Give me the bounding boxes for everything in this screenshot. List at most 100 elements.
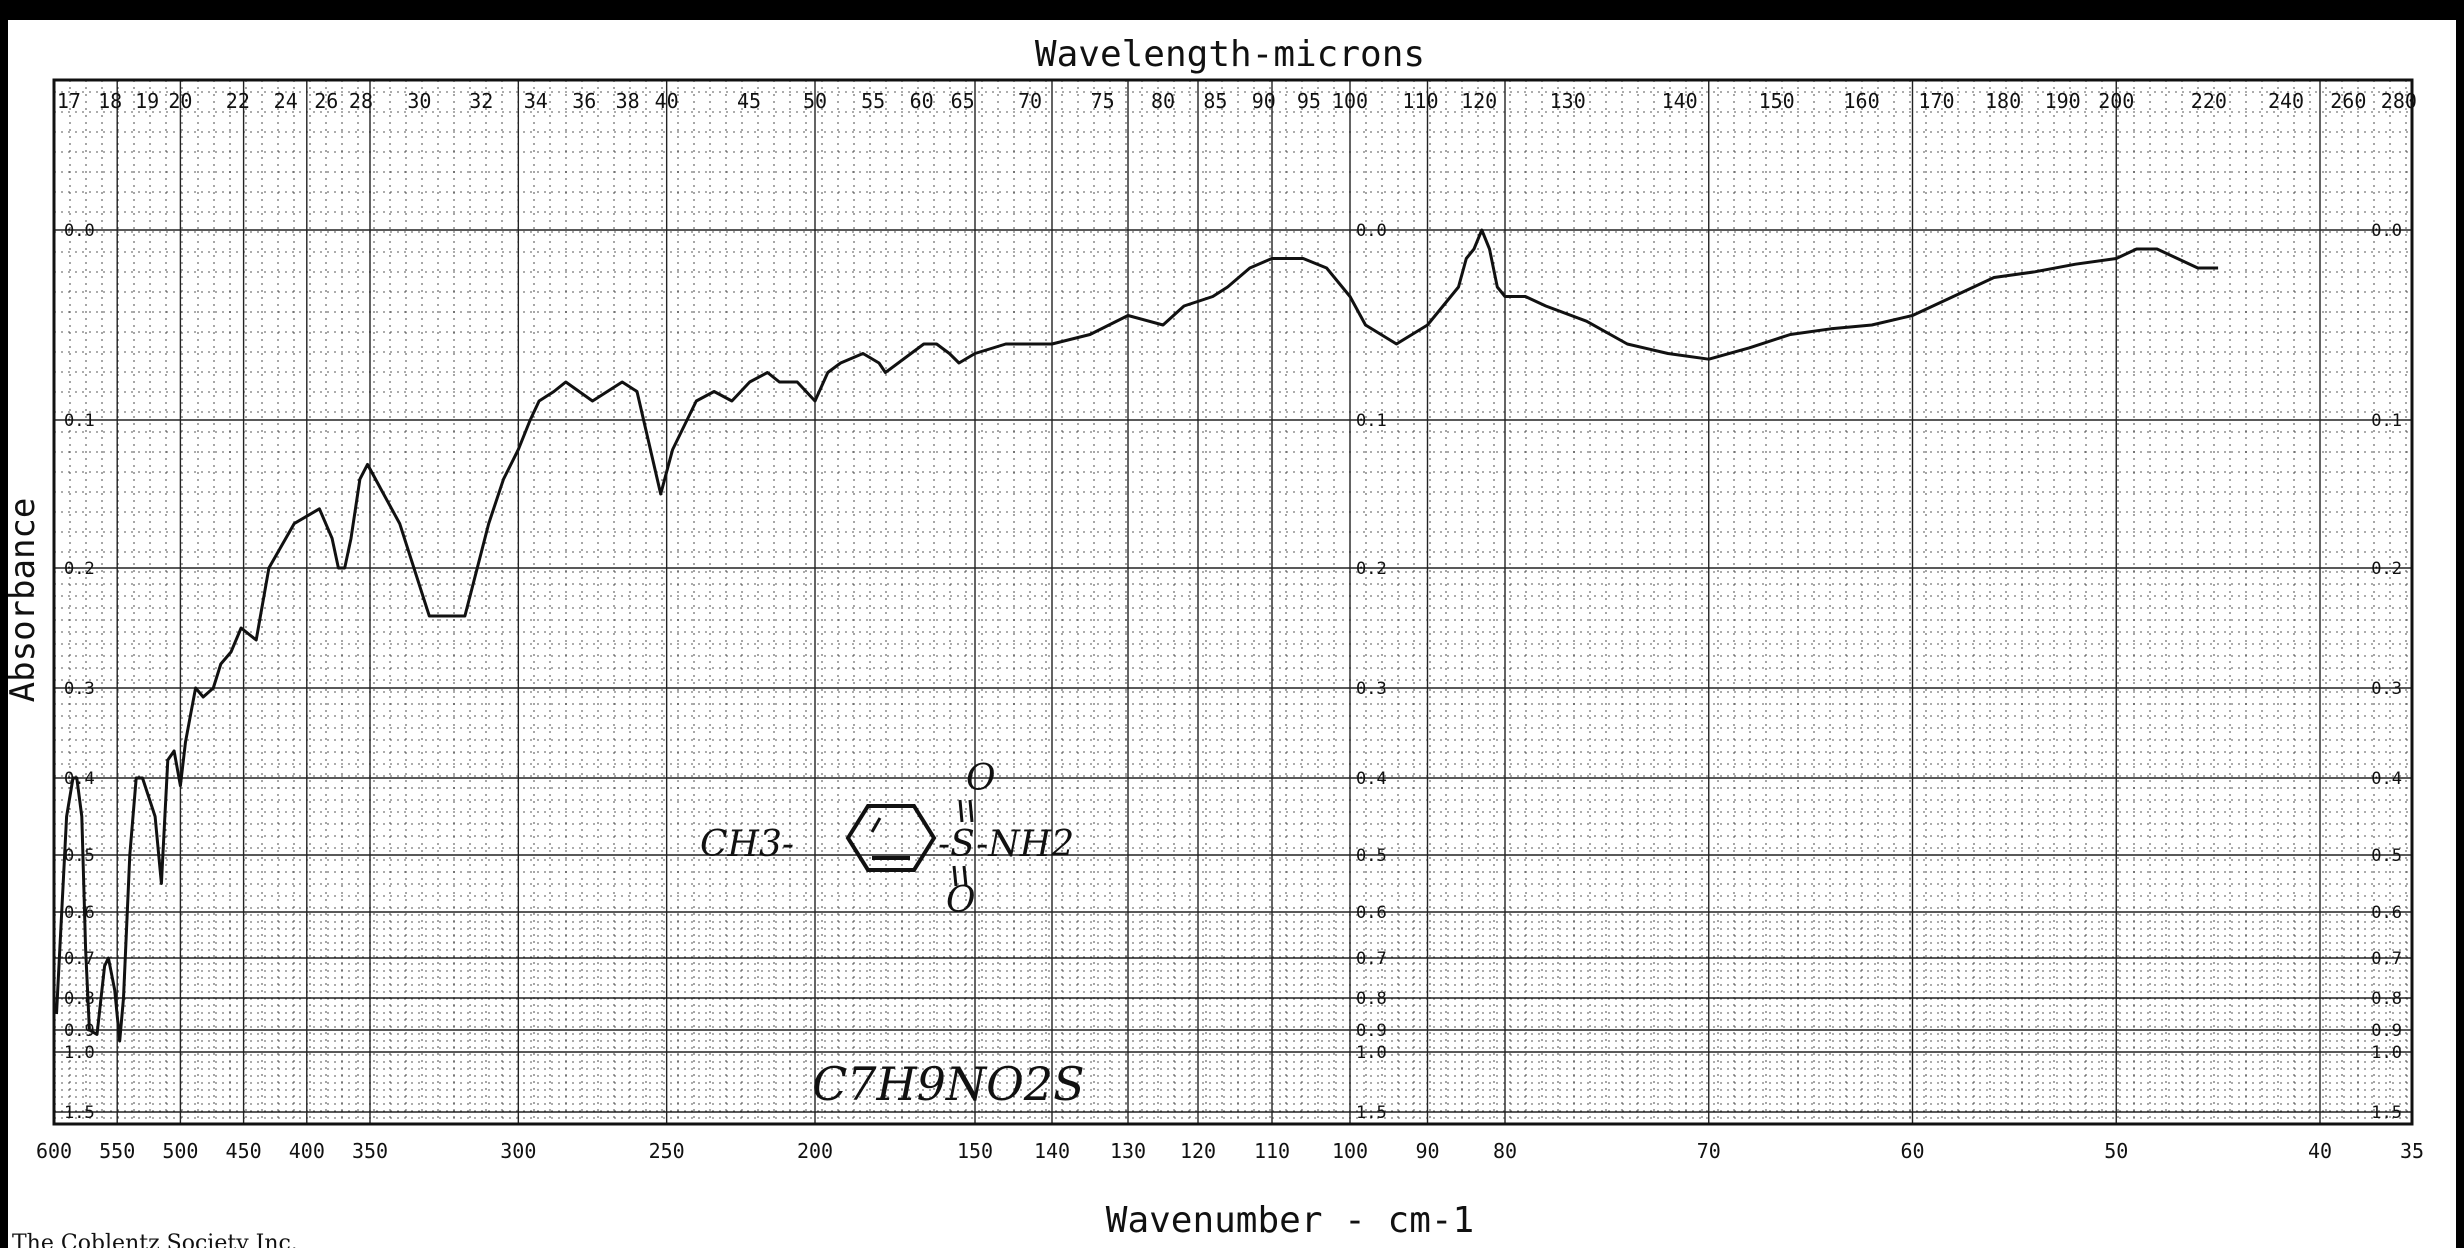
absorbance-tick-label: 0.5: [1356, 846, 1387, 866]
wavelength-tick-label: 180: [1985, 89, 2021, 113]
wavelength-tick-label: 34: [524, 89, 548, 113]
wavenumber-tick-label: 140: [1034, 1139, 1070, 1163]
structure-oxygen-bottom: O: [946, 880, 976, 921]
wavelength-tick-label: 24: [274, 89, 298, 113]
wavelength-tick-label: 95: [1297, 89, 1321, 113]
wavelength-tick-label: 75: [1091, 89, 1115, 113]
wavenumber-tick-label: 35: [2400, 1139, 2424, 1163]
y-axis-label: Absorbance: [3, 498, 43, 703]
wavenumber-tick-label: 150: [957, 1139, 993, 1163]
absorbance-tick-label: 0.2: [1356, 559, 1387, 579]
wavelength-tick-label: 80: [1151, 89, 1175, 113]
wavenumber-tick-label: 550: [99, 1139, 135, 1163]
absorbance-tick-label: 1.0: [64, 1043, 95, 1063]
absorbance-tick-label: 0.9: [1356, 1021, 1387, 1041]
benzene-inner-bond: [870, 817, 882, 833]
absorbance-tick-label: 0.1: [64, 411, 95, 431]
wavelength-tick-label: 70: [1018, 89, 1042, 113]
plot-frame: [52, 78, 2414, 1126]
wavelength-tick-label: 26: [314, 89, 338, 113]
wavelength-tick-label: 38: [616, 89, 640, 113]
wavelength-tick-label: 55: [861, 89, 885, 113]
wavenumber-tick-label: 110: [1254, 1139, 1290, 1163]
absorbance-tick-label: 0.6: [1356, 903, 1387, 923]
x-axis-label: Wavenumber - cm-1: [1106, 1200, 1474, 1241]
absorbance-tick-label: 0.7: [2371, 949, 2402, 969]
wavelength-tick-label: 45: [737, 89, 761, 113]
benzene-ring-icon: [845, 804, 937, 872]
absorbance-tick-label: 0.5: [2371, 846, 2402, 866]
absorbance-tick-label: 0.7: [64, 949, 95, 969]
scan-left-border: [0, 0, 8, 1248]
wavenumber-tick-label: 400: [289, 1139, 325, 1163]
absorbance-tick-label: 0.8: [2371, 989, 2402, 1009]
wavelength-tick-label: 20: [168, 89, 192, 113]
wavelength-tick-label: 50: [803, 89, 827, 113]
absorbance-tick-label: 0.8: [64, 989, 95, 1009]
wavelength-tick-label: 220: [2191, 89, 2227, 113]
wavenumber-tick-label: 500: [162, 1139, 198, 1163]
absorbance-tick-label: 0.3: [2371, 679, 2402, 699]
wavelength-tick-label: 17: [57, 89, 81, 113]
wavelength-tick-label: 260: [2330, 89, 2366, 113]
absorbance-tick-label: 1.0: [1356, 1043, 1387, 1063]
wavelength-tick-label: 40: [655, 89, 679, 113]
wavelength-tick-label: 85: [1203, 89, 1227, 113]
wavenumber-tick-label: 130: [1110, 1139, 1146, 1163]
wavelength-tick-label: 28: [349, 89, 373, 113]
absorbance-tick-label: 0.3: [1356, 679, 1387, 699]
wavenumber-tick-label: 80: [1493, 1139, 1517, 1163]
wavelength-tick-label: 200: [2098, 89, 2134, 113]
absorbance-tick-label: 0.0: [64, 221, 95, 241]
footer-credit: The Coblentz Society Inc.: [12, 1231, 298, 1248]
wavenumber-tick-label: 70: [1697, 1139, 1721, 1163]
chart-title: Wavelength-microns: [1035, 34, 1425, 75]
wavelength-tick-label: 120: [1461, 89, 1497, 113]
absorbance-tick-label: 1.0: [2371, 1043, 2402, 1063]
structure-right-text: -S-NH2: [938, 824, 1074, 865]
wavelength-tick-label: 240: [2268, 89, 2304, 113]
wavenumber-tick-label: 120: [1180, 1139, 1216, 1163]
wavelength-tick-label: 90: [1252, 89, 1276, 113]
absorbance-tick-label: 1.5: [1356, 1103, 1387, 1123]
absorbance-tick-label: 0.9: [2371, 1021, 2402, 1041]
molecular-formula: C7H9NO2S: [812, 1057, 1085, 1111]
wavelength-tick-label: 160: [1844, 89, 1880, 113]
absorbance-tick-label: 0.5: [64, 846, 95, 866]
absorbance-tick-label: 1.5: [64, 1103, 95, 1123]
wavenumber-tick-label: 300: [500, 1139, 536, 1163]
structure-left-text: CH3-: [700, 824, 794, 865]
absorbance-tick-label: 0.8: [1356, 989, 1387, 1009]
structure-oxygen-top: O: [966, 758, 996, 799]
absorbance-tick-label: 0.4: [2371, 769, 2402, 789]
absorbance-tick-label: 0.3: [64, 679, 95, 699]
wavelength-tick-label: 19: [135, 89, 159, 113]
wavelength-tick-label: 30: [407, 89, 431, 113]
structure-annotation: CH3- -S-NH2 O O: [700, 758, 1074, 921]
wavelength-tick-label: 150: [1759, 89, 1795, 113]
absorbance-tick-label: 0.4: [1356, 769, 1387, 789]
double-bond-top: [958, 799, 964, 823]
wavelength-tick-label: 22: [226, 89, 250, 113]
wavenumber-tick-label: 40: [2308, 1139, 2332, 1163]
wavelength-tick-label: 18: [98, 89, 122, 113]
wavenumber-tick-label: 60: [1900, 1139, 1924, 1163]
wavenumber-tick-label: 100: [1332, 1139, 1368, 1163]
wavelength-tick-label: 130: [1550, 89, 1586, 113]
wavenumber-tick-label: 200: [797, 1139, 833, 1163]
wavenumber-tick-label: 50: [2104, 1139, 2128, 1163]
absorbance-tick-label: 0.1: [2371, 411, 2402, 431]
double-bond-bottom: [952, 865, 958, 887]
absorbance-tick-label: 0.2: [2371, 559, 2402, 579]
wavenumber-tick-label: 250: [649, 1139, 685, 1163]
absorbance-spectrum-line: [55, 228, 2219, 1043]
wavelength-tick-label: 60: [910, 89, 934, 113]
tick-labels: 600 550 500 450 400 350 300 250 200 150 140 130 120 1…: [36, 89, 2424, 1163]
double-bond-bottom: [962, 865, 968, 887]
wavelength-tick-label: 36: [572, 89, 596, 113]
absorbance-tick-label: 0.4: [64, 769, 95, 789]
wavelength-tick-label: 140: [1662, 89, 1698, 113]
absorbance-tick-label: 0.2: [64, 559, 95, 579]
